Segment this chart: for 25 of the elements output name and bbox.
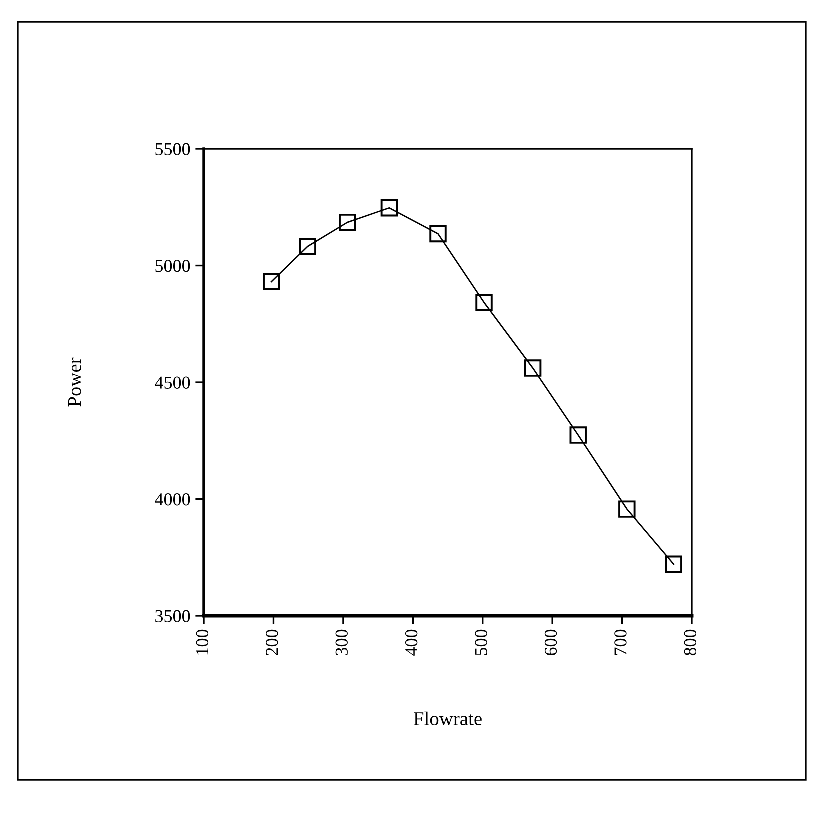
x-axis-title: Flowrate xyxy=(414,712,482,726)
y-axis-title: Power xyxy=(68,358,82,407)
point xyxy=(570,426,587,444)
point xyxy=(618,500,636,518)
point xyxy=(339,214,356,232)
point xyxy=(524,360,542,377)
y-tick-label: 3500 xyxy=(156,610,190,622)
x-tick-label: 100 xyxy=(196,630,209,655)
point xyxy=(430,225,447,243)
y-tick-label: 4000 xyxy=(155,494,190,506)
point xyxy=(476,294,493,312)
y-tick-label: 5000 xyxy=(156,260,190,272)
x-tick-label: 500 xyxy=(475,630,488,656)
point xyxy=(380,199,398,217)
x-tick-label: 400 xyxy=(405,630,418,656)
point xyxy=(299,238,317,256)
x-tick-label: 300 xyxy=(336,630,348,656)
point xyxy=(665,556,682,574)
point xyxy=(263,273,280,290)
y-tick-label: 5500 xyxy=(156,143,190,156)
x-tick-label: 600 xyxy=(544,630,558,656)
x-tick-label: 200 xyxy=(266,630,278,656)
x-tick-label: 800 xyxy=(684,630,697,656)
x-tick-label: 700 xyxy=(614,630,627,656)
y-tick-label: 4500 xyxy=(155,376,190,389)
